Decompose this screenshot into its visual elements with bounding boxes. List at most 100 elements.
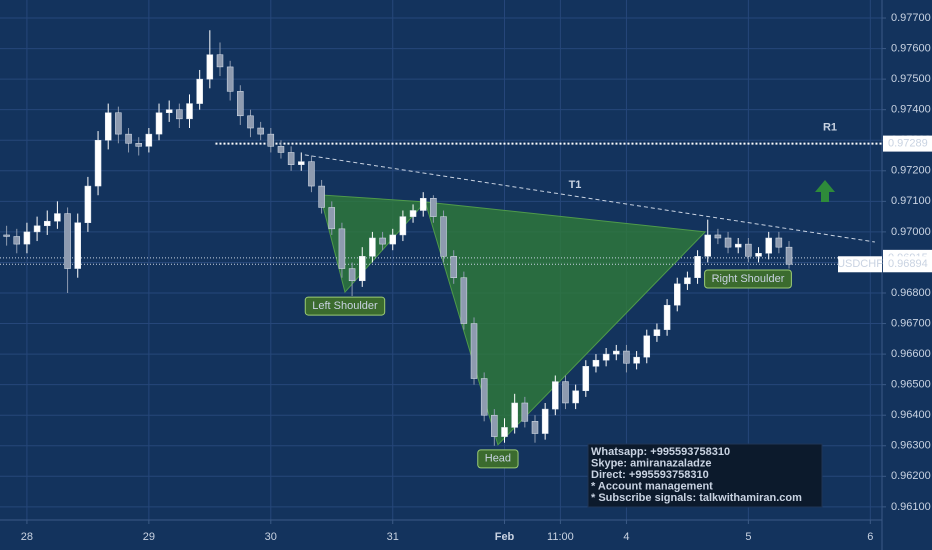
candle-body (145, 133, 153, 147)
candle-body (714, 234, 722, 239)
candle-body (613, 350, 620, 355)
candle-body (328, 207, 336, 230)
candle-body (379, 237, 386, 245)
candle-body (674, 283, 681, 306)
x-tick-label: 6 (867, 531, 873, 543)
candle-body (501, 427, 508, 437)
symbol-badge (838, 256, 882, 273)
plot-area: T1 R1 Left Shoulder Head Right Shoulder Whats… (0, 30, 882, 508)
candle-body (531, 421, 539, 434)
candle-body (470, 323, 478, 379)
candle-body (450, 256, 457, 278)
y-tick-label: 0.96200 (891, 470, 931, 482)
candle-body (694, 256, 701, 278)
candle-body (23, 231, 31, 245)
candle-body (186, 103, 193, 120)
x-tick-label: Feb (495, 531, 515, 543)
y-tick-label: 0.97000 (891, 226, 931, 238)
candle-body (74, 222, 81, 269)
y-tick-label: 0.96100 (891, 501, 931, 513)
candle-body (653, 329, 661, 337)
info-line: * Account management (591, 480, 713, 492)
candle-body (33, 225, 41, 233)
candle-body (277, 146, 285, 153)
candle-body (308, 161, 315, 187)
candle-body (389, 234, 396, 245)
candle-body (419, 198, 427, 211)
candle-body (94, 139, 102, 187)
candle-body (125, 133, 132, 144)
x-tick-label: 30 (265, 531, 277, 543)
price-badge-label: 0.96894 (888, 258, 928, 270)
info-line: * Subscribe signals: talkwithamiran.com (591, 492, 802, 504)
candle-body (257, 127, 264, 135)
resistance-label: R1 (823, 122, 837, 134)
symbol-label: USDCHF (837, 258, 883, 270)
candle-body (237, 91, 244, 117)
candle-body (633, 356, 640, 364)
candle-body (287, 152, 295, 165)
candle-body (440, 216, 447, 257)
candle-body (785, 246, 793, 265)
price-badge (883, 135, 932, 152)
candle-body (409, 210, 417, 217)
y-tick-label: 0.96300 (891, 440, 931, 452)
candle-body (196, 78, 203, 104)
candle-body (247, 115, 254, 129)
candle-body (734, 243, 742, 248)
candle-body (226, 66, 234, 92)
candle-body (582, 366, 590, 392)
pattern-label: Head (485, 453, 511, 465)
candle-body (745, 243, 752, 257)
y-tick-label: 0.96400 (891, 409, 931, 421)
candle-body (572, 390, 579, 404)
candle-body (359, 256, 366, 282)
candle-body (704, 234, 711, 257)
y-tick-label: 0.97600 (891, 42, 931, 54)
y-tick-label: 0.97400 (891, 104, 931, 116)
candle-body (44, 220, 51, 227)
up-arrow-icon (815, 180, 835, 202)
candle-body (104, 112, 112, 141)
candle-body (623, 350, 630, 364)
candle-body (521, 402, 529, 422)
trendline (304, 154, 875, 243)
candle-body (155, 112, 163, 135)
candle-body (592, 359, 600, 367)
candle-body (684, 277, 691, 285)
y-tick-label: 0.97200 (891, 165, 931, 177)
info-line: Whatsapp: +995593758310 (591, 446, 730, 458)
candle-body (298, 161, 305, 165)
candle-body (348, 268, 356, 282)
candle-body (480, 378, 488, 416)
candle-body (430, 198, 437, 217)
info-box (587, 443, 823, 508)
axes: 0.96100 0.96200 0.96300 0.96400 0.96500 0.966… (21, 12, 932, 543)
candle-body (267, 133, 275, 147)
y-tick-label: 0.97100 (891, 195, 931, 207)
candle-body (643, 335, 651, 358)
candle-body (541, 408, 549, 434)
candle-body (64, 213, 71, 269)
y-tick-label: 0.96600 (891, 348, 931, 360)
candle-body (84, 185, 92, 223)
candle-body (115, 112, 122, 135)
candle-body (54, 213, 61, 222)
pattern-label: Right Shoulder (712, 273, 785, 285)
y-tick-label: 0.97700 (891, 12, 931, 24)
candle-body (562, 381, 569, 404)
pattern-label: Left Shoulder (312, 300, 378, 312)
pattern-label-box (477, 449, 519, 469)
candle-body (318, 185, 325, 208)
candle-body (511, 402, 518, 428)
candle-body (3, 234, 10, 237)
candle-body (216, 54, 224, 68)
y-tick-label: 0.96700 (891, 317, 931, 329)
x-tick-label: 4 (623, 531, 629, 543)
candle-body (206, 54, 214, 80)
candle-body (775, 237, 783, 248)
candle-body (165, 109, 173, 113)
x-tick-label: 11:00 (547, 531, 574, 543)
